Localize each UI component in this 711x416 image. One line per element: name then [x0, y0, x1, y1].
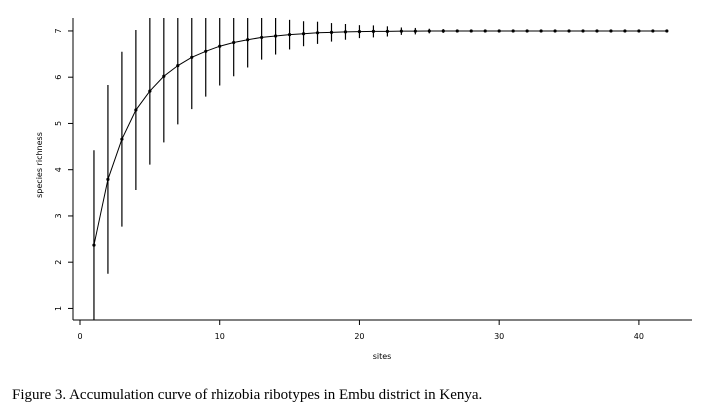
data-point [385, 29, 389, 34]
data-point [301, 32, 306, 36]
y-tick-label: 1 [54, 306, 63, 311]
data-point [399, 29, 403, 33]
x-axis-label: sites [373, 352, 392, 361]
error-bars [93, 18, 668, 320]
data-point [567, 29, 571, 33]
data-point [371, 29, 376, 34]
axes: 0 10 20 30 40 1 2 3 4 5 6 7 [54, 18, 692, 341]
data-point [651, 29, 655, 33]
series-line [93, 30, 667, 246]
accumulation-chart: 0 10 20 30 40 1 2 3 4 5 6 7 sites species richness [35, 18, 692, 361]
y-tick-label: 6 [54, 75, 63, 80]
y-tick-label: 2 [54, 260, 63, 265]
data-point [525, 29, 529, 33]
data-point [176, 64, 180, 68]
figure-caption: Figure 3. Accumulation curve of rhizobia… [12, 387, 483, 403]
data-point [120, 137, 124, 141]
data-point [455, 29, 459, 33]
data-point [357, 30, 362, 34]
data-point [190, 55, 194, 59]
data-point [246, 38, 250, 42]
data-point [92, 243, 96, 247]
x-tick-label: 20 [354, 332, 364, 341]
data-point [553, 29, 557, 33]
data-point [539, 29, 543, 33]
data-point [204, 49, 208, 53]
data-point [287, 33, 292, 37]
data-point [106, 177, 110, 182]
data-point [609, 29, 613, 33]
data-point [260, 35, 264, 40]
y-tick-label: 4 [54, 167, 63, 172]
data-point [218, 44, 222, 48]
data-point [581, 29, 585, 33]
data-point [315, 31, 320, 35]
data-point [329, 30, 334, 34]
y-axis-label: species richness [35, 132, 44, 198]
x-tick-label: 0 [77, 332, 82, 341]
data-point [665, 29, 669, 33]
data-points [92, 29, 669, 247]
accumulation-curve [93, 30, 667, 246]
data-point [637, 29, 641, 33]
data-point [148, 89, 152, 93]
y-tick-label: 3 [54, 213, 63, 218]
data-point [162, 74, 166, 78]
data-point [483, 29, 487, 33]
y-tick-label: 5 [54, 121, 63, 126]
data-point [469, 29, 473, 33]
data-point [134, 108, 138, 112]
data-point [511, 29, 515, 33]
data-point [232, 40, 236, 45]
x-tick-label: 40 [634, 332, 644, 341]
data-point [274, 34, 278, 38]
x-tick-label: 10 [215, 332, 225, 341]
data-point [497, 29, 501, 33]
data-point [595, 29, 599, 33]
data-point [441, 29, 445, 33]
data-point [623, 29, 627, 33]
data-point [427, 29, 431, 33]
y-tick-label: 7 [54, 28, 63, 33]
x-tick-label: 30 [494, 332, 504, 341]
data-point [343, 30, 348, 34]
data-point [413, 29, 417, 33]
